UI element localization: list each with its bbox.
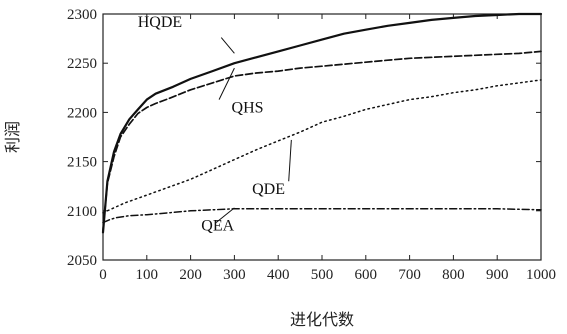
y-tick-label: 2200	[67, 105, 97, 121]
x-tick-label: 600	[355, 267, 378, 283]
y-tick-label: 2150	[67, 155, 97, 171]
series-label-qhs: QHS	[232, 99, 264, 116]
series-labels: HQDE QHS QDE QEA	[138, 14, 292, 234]
series-leader-qde	[288, 139, 292, 182]
x-tick-label: 1000	[526, 267, 556, 283]
series-line-qhs	[102, 50, 542, 232]
x-tick-label: 500	[311, 267, 334, 283]
series-layer	[101, 12, 543, 234]
x-tick-label: 400	[267, 267, 290, 283]
series-line-hqde	[101, 12, 543, 234]
x-tick-label: 800	[442, 267, 465, 283]
x-tick-label: 900	[486, 267, 509, 283]
plot-frame	[102, 13, 542, 261]
x-tick-label: 0	[99, 267, 107, 283]
y-tick-label: 2050	[67, 253, 97, 269]
series-leader-qhs	[218, 67, 235, 100]
series-label-qea: QEA	[201, 217, 234, 234]
x-axis-label: 进化代数	[290, 310, 354, 329]
x-tick-label: 300	[223, 267, 246, 283]
series-line-qde	[102, 79, 542, 214]
y-tick-label: 2250	[67, 56, 97, 72]
series-line-qea	[102, 208, 542, 224]
x-tick-label: 200	[179, 267, 202, 283]
axes: 0 100 200 300 400 500 600 700 800 900 1000 2050 2100…	[67, 7, 556, 283]
x-tick-label: 100	[136, 267, 159, 283]
series-leader-qea	[215, 207, 235, 223]
y-axis-label: 利润	[3, 121, 22, 153]
series-label-hqde: HQDE	[138, 14, 182, 31]
y-tick-label: 2300	[67, 7, 97, 23]
series-label-qde: QDE	[252, 181, 285, 198]
x-tick-label: 700	[398, 267, 421, 283]
y-tick-label: 2100	[67, 204, 97, 220]
series-leader-hqde	[220, 37, 235, 54]
